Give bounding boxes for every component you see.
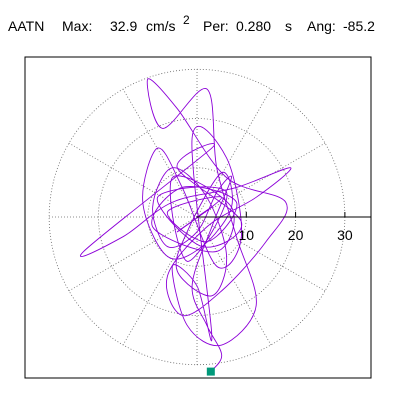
grid-spoke <box>68 216 198 292</box>
grid-spoke <box>122 216 198 346</box>
grid-spoke <box>196 142 326 218</box>
max-unit-exp: 2 <box>183 13 190 27</box>
grid-spoke <box>68 142 198 218</box>
grid-spoke <box>196 216 326 292</box>
motion-trace <box>80 78 292 372</box>
station: AATN <box>8 18 44 34</box>
angle-label: Ang: <box>307 18 336 34</box>
trace-group <box>80 78 292 372</box>
grid-spoke <box>196 216 272 346</box>
end-marker <box>206 367 215 376</box>
x-tick-label: 10 <box>239 227 255 243</box>
period-label: Per: <box>203 18 229 34</box>
x-tick-label: 20 <box>288 227 304 243</box>
period-value: 0.280 <box>236 18 271 34</box>
angle-value: -85.2 <box>343 18 375 34</box>
period-unit: s <box>285 18 292 34</box>
grid-spoke <box>122 88 198 218</box>
max-label: Max: <box>62 18 92 34</box>
x-tick-label: 30 <box>337 227 353 243</box>
grid-spoke <box>196 88 272 218</box>
max-unit: cm/s <box>146 18 176 34</box>
max-value: 32.9 <box>110 18 137 34</box>
